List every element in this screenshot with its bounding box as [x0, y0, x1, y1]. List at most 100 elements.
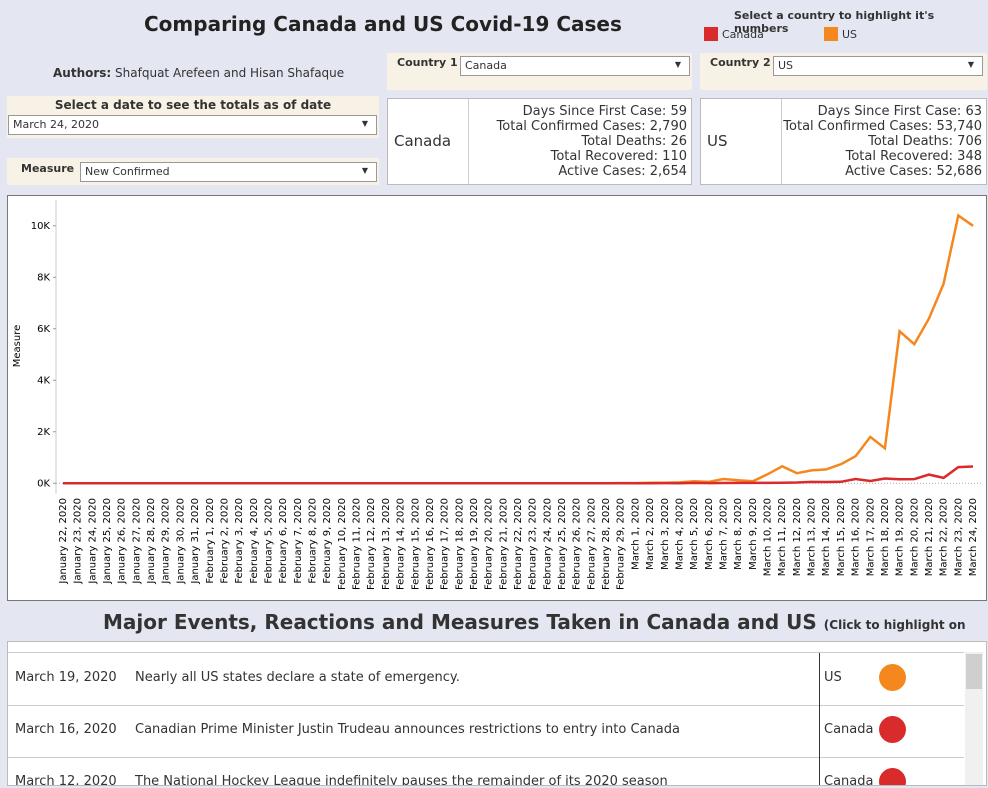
x-tick-label: March 11, 2020 — [777, 498, 788, 576]
x-tick-label: March 15, 2020 — [836, 498, 847, 576]
y-axis-label: Measure — [12, 325, 23, 368]
x-tick-label: February 5, 2020 — [263, 498, 274, 584]
stats-country: Canada — [394, 132, 452, 150]
x-tick-label: February 3, 2020 — [234, 498, 245, 584]
divider — [819, 653, 820, 705]
x-tick-label: February 4, 2020 — [249, 498, 260, 584]
y-tick-label: 6K — [37, 324, 50, 335]
country2-dropdown[interactable]: US — [773, 56, 983, 76]
x-tick-label: March 20, 2020 — [909, 498, 920, 576]
x-tick-label: March 8, 2020 — [733, 498, 744, 570]
country1-dropdown[interactable]: Canada — [460, 56, 690, 76]
event-row[interactable]: March 16, 2020 Canadian Prime Minister Ju… — [8, 705, 964, 758]
series-line — [63, 465, 974, 485]
stats-country: US — [707, 132, 728, 150]
stats-box: Canada Days Since First Case: 59 Total C… — [387, 98, 692, 185]
x-tick-label: March 12, 2020 — [792, 498, 803, 576]
x-tick-label: March 24, 2020 — [968, 498, 979, 576]
x-tick-label: February 16, 2020 — [425, 498, 436, 590]
x-tick-label: March 3, 2020 — [660, 498, 671, 570]
x-tick-label: February 21, 2020 — [498, 498, 509, 590]
x-tick-label: February 18, 2020 — [454, 498, 465, 590]
x-tick-label: February 13, 2020 — [381, 498, 392, 590]
country2-label: Country 2 — [710, 56, 771, 69]
stat-line: Active Cases: 52,686 — [845, 164, 982, 179]
y-tick-label: 4K — [37, 375, 50, 386]
x-tick-label: March 18, 2020 — [880, 498, 891, 576]
x-tick-label: March 4, 2020 — [674, 498, 685, 570]
event-dot[interactable] — [879, 768, 906, 785]
x-tick-label: January 26, 2020 — [117, 498, 128, 585]
x-tick-label: January 25, 2020 — [102, 498, 113, 585]
x-tick-label: March 1, 2020 — [630, 498, 641, 570]
event-text: Nearly all US states declare a state of … — [135, 670, 460, 685]
chart: Measure 0K 2K 4K 6K 8K 10K January 22, 2020 Jan… — [7, 195, 987, 601]
legend-swatch[interactable] — [704, 27, 718, 41]
stat-line: Total Recovered: 110 — [550, 149, 687, 164]
event-date: March 16, 2020 — [15, 722, 117, 737]
events-table: March 19, 2020 Nearly all US states decla… — [7, 641, 987, 786]
stat-line: Active Cases: 2,654 — [558, 164, 687, 179]
x-tick-label: February 2, 2020 — [219, 498, 230, 584]
authors: Authors: Shafquat Arefeen and Hisan Shaf… — [53, 66, 344, 80]
x-tick-label: February 28, 2020 — [601, 498, 612, 590]
x-tick-label: January 31, 2020 — [190, 498, 201, 585]
x-tick-label: January 22, 2020 — [58, 498, 69, 585]
x-tick-label: January 27, 2020 — [131, 498, 142, 585]
x-tick-label: February 10, 2020 — [337, 498, 348, 590]
y-tick-label: 2K — [37, 427, 50, 438]
legend-title: Select a country to highlight it's numbe… — [734, 9, 935, 35]
legend-label[interactable]: US — [842, 28, 858, 41]
event-country: US — [824, 670, 842, 685]
x-tick-label: March 22, 2020 — [939, 498, 950, 576]
x-tick-label: March 23, 2020 — [953, 498, 964, 576]
x-tick-label: January 24, 2020 — [87, 498, 98, 585]
x-tick-label: March 17, 2020 — [865, 498, 876, 576]
date-dropdown[interactable]: March 24, 2020 — [8, 115, 377, 135]
event-date: March 12, 2020 — [15, 774, 117, 786]
y-tick-label: 0K — [37, 478, 50, 489]
legend-label[interactable]: Canada — [722, 28, 764, 41]
authors-label: Authors: — [53, 66, 112, 80]
x-tick-label: February 17, 2020 — [440, 498, 451, 590]
x-tick-label: February 25, 2020 — [557, 498, 568, 590]
x-tick-label: February 7, 2020 — [293, 498, 304, 584]
event-row[interactable]: March 12, 2020 The National Hockey League… — [8, 757, 964, 786]
measure-label: Measure — [21, 162, 75, 175]
x-tick-label: February 27, 2020 — [586, 498, 597, 590]
x-tick-label: February 1, 2020 — [205, 498, 216, 584]
date-label: Select a date to see the totals as of da… — [54, 98, 332, 112]
events-rows: March 19, 2020 Nearly all US states decla… — [8, 652, 964, 785]
x-tick-label: March 14, 2020 — [821, 498, 832, 576]
authors-names: Shafquat Arefeen and Hisan Shafaque — [115, 66, 345, 80]
x-tick-label: February 19, 2020 — [469, 498, 480, 590]
y-tick-label: 10K — [31, 221, 51, 232]
x-tick-label: March 13, 2020 — [807, 498, 818, 576]
legend-swatch[interactable] — [824, 27, 838, 41]
stat-line: Total Deaths: 26 — [581, 134, 687, 149]
x-tick-label: February 22, 2020 — [513, 498, 524, 590]
scrollbar[interactable] — [965, 652, 983, 785]
x-tick-label: February 14, 2020 — [396, 498, 407, 590]
event-date: March 19, 2020 — [15, 670, 117, 685]
x-tick-label: March 10, 2020 — [763, 498, 774, 576]
event-country: Canada — [824, 774, 874, 786]
event-dot[interactable] — [879, 716, 906, 743]
x-tick-label: March 6, 2020 — [704, 498, 715, 570]
country1-label: Country 1 — [397, 56, 458, 69]
stat-line: Total Recovered: 348 — [845, 149, 982, 164]
x-tick-label: March 21, 2020 — [924, 498, 935, 576]
stat-line: Days Since First Case: 63 — [817, 104, 982, 119]
x-tick-label: February 24, 2020 — [542, 498, 553, 590]
event-row[interactable]: March 19, 2020 Nearly all US states decla… — [8, 653, 964, 706]
x-tick-label: January 30, 2020 — [175, 498, 186, 585]
stats-box: US Days Since First Case: 63 Total Confi… — [700, 98, 987, 185]
measure-dropdown[interactable]: New Confirmed — [80, 162, 377, 182]
series-line — [62, 213, 974, 485]
event-dot[interactable] — [879, 664, 906, 691]
stat-line: Total Confirmed Cases: 53,740 — [783, 119, 982, 134]
x-tick-label: February 11, 2020 — [352, 498, 363, 590]
divider — [468, 99, 469, 184]
x-tick-label: February 15, 2020 — [410, 498, 421, 590]
